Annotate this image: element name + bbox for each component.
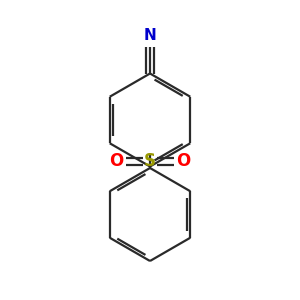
Text: N: N (144, 28, 156, 43)
Text: O: O (176, 152, 190, 170)
Text: O: O (110, 152, 124, 170)
Text: S: S (144, 152, 156, 170)
